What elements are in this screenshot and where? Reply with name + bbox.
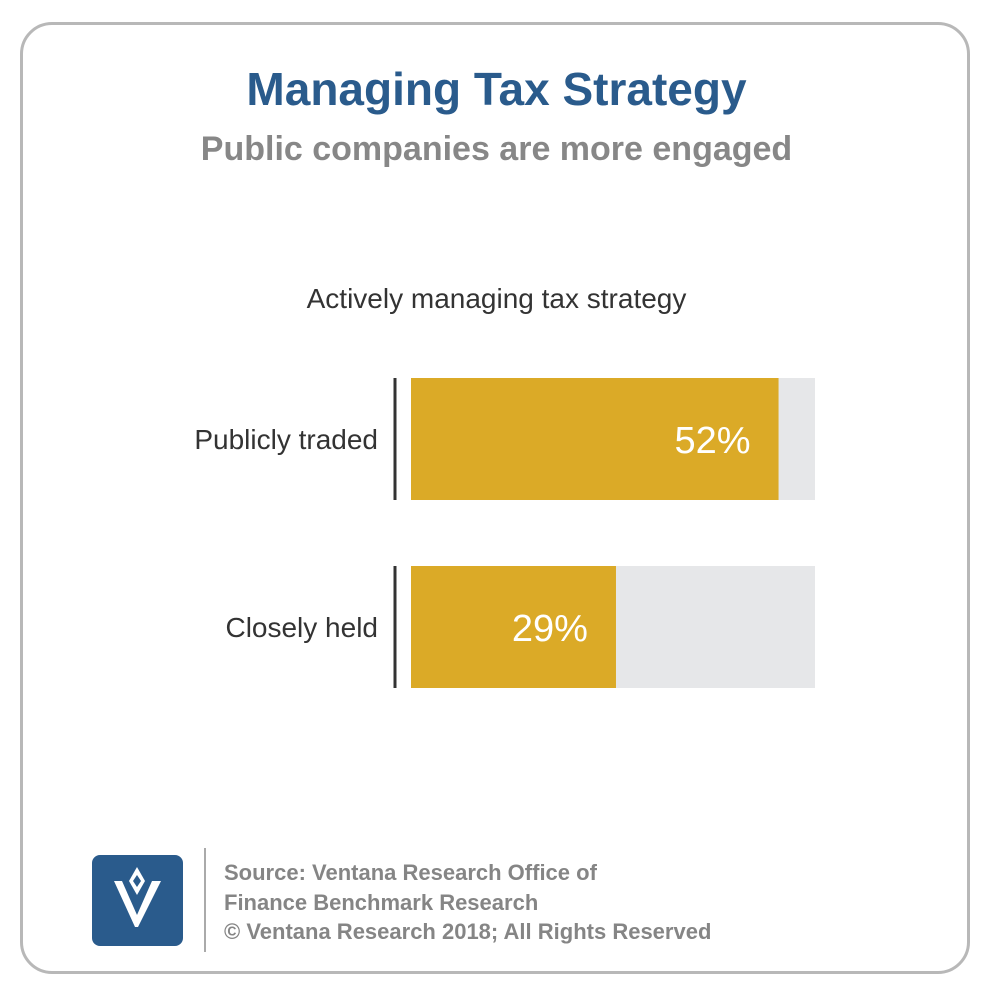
data-label-1: 52%: [674, 420, 750, 462]
bar-2: [411, 566, 616, 688]
category-label-2: Closely held: [225, 612, 378, 643]
ventana-v-logo-icon: [92, 855, 183, 946]
copyright-note: © Ventana Research 2018; All Rights Rese…: [224, 919, 712, 944]
chart-title: Actively managing tax strategy: [306, 283, 687, 314]
source-line-1: Source: Ventana Research Office of: [224, 860, 597, 885]
page-title: Managing Tax Strategy: [246, 63, 747, 115]
footer-divider: [204, 848, 206, 952]
source-note: Source: Ventana Research Office of Finan…: [224, 858, 597, 918]
data-label-2: 29%: [512, 608, 588, 650]
category-label-1: Publicly traded: [194, 424, 378, 455]
bar-1: [411, 378, 779, 500]
source-line-2: Finance Benchmark Research: [224, 890, 539, 915]
page-subtitle: Public companies are more engaged: [200, 130, 793, 168]
